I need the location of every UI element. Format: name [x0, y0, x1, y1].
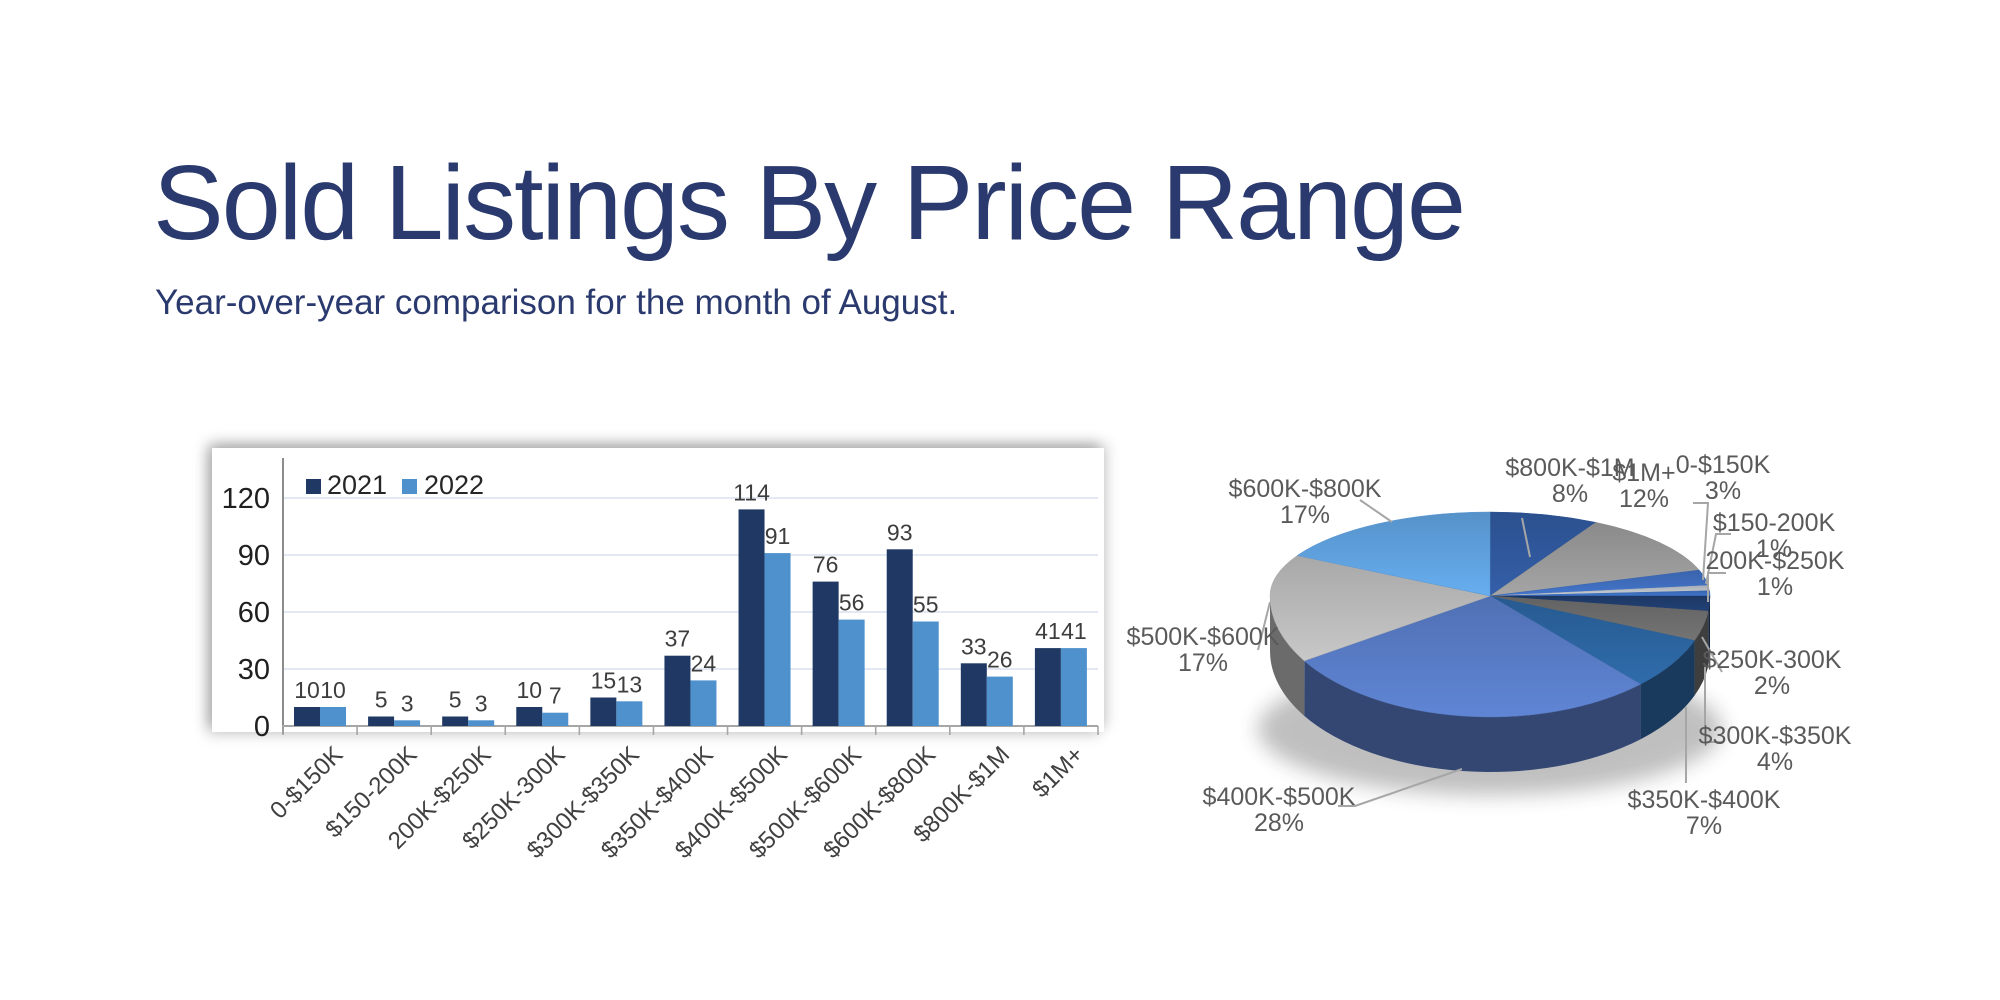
- bar-2021-1: [368, 716, 395, 726]
- pie-wall-$350K-$400K: [1640, 640, 1695, 740]
- bar-value-label: 91: [765, 523, 791, 549]
- bar-value-label: 33: [961, 633, 987, 659]
- pie-leader-0-$150K: [1693, 502, 1710, 581]
- bar-2022-0: [320, 707, 346, 726]
- pie-leader-$600K-$800K: [1359, 499, 1393, 523]
- pie-label-$300K-$350K: $300K-$350K: [1699, 722, 1852, 750]
- bar-value-label: 3: [475, 690, 488, 716]
- bar-2021-0: [294, 707, 320, 726]
- pie-pct-$150-200K: 1%: [1756, 535, 1792, 563]
- pie-pct-$350K-$400K: 7%: [1686, 812, 1722, 840]
- legend-label-2022: 2022: [424, 470, 484, 500]
- pie-label-$250K-300K: $250K-300K: [1702, 646, 1841, 674]
- bar-2021-7: [812, 581, 839, 726]
- bar-2022-4: [616, 701, 643, 726]
- bar-value-label: 10: [294, 677, 320, 703]
- pie-wall-$400K-$500K: [1304, 660, 1641, 772]
- pie-pct-$500K-$600K: 17%: [1178, 649, 1228, 677]
- bar-chart-panel: [212, 448, 1104, 732]
- pie-leader-$250K-300K: [1701, 636, 1723, 673]
- bar-value-label: 5: [375, 687, 388, 713]
- pie-pct-0-$150K: 3%: [1705, 477, 1741, 505]
- bar-value-label: 26: [987, 647, 1013, 673]
- pie-pct-$1M+: 12%: [1619, 485, 1669, 513]
- pie-slice-$800K-$1M: [1489, 511, 1597, 597]
- bar-2022-7: [838, 619, 865, 726]
- pie-pct-200K-$250K: 1%: [1757, 573, 1793, 601]
- pie-label-$1M+: $1M+: [1612, 459, 1675, 487]
- bar-2022-9: [986, 676, 1013, 726]
- legend-label-2021: 2021: [327, 470, 387, 500]
- bar-value-label: 24: [691, 650, 717, 676]
- y-axis-tick-label: 90: [238, 540, 270, 572]
- bar-value-label: 37: [665, 626, 691, 652]
- bar-value-label: 41: [1061, 618, 1087, 644]
- pie-chart: $800K-$1M8%$1M+12%0-$150K3%$150-200K1%20…: [1127, 451, 1852, 840]
- y-axis-tick-label: 120: [222, 483, 270, 515]
- bar-2021-8: [886, 549, 913, 726]
- pie-wall-$500K-$600K: [1270, 596, 1305, 716]
- pie-label-0-$150K: 0-$150K: [1676, 451, 1771, 479]
- bar-value-label: 93: [887, 519, 913, 545]
- y-axis-tick-label: 60: [238, 597, 270, 629]
- page-subtitle: Year-over-year comparison for the month …: [155, 283, 958, 322]
- pie-label-200K-$250K: 200K-$250K: [1705, 547, 1844, 575]
- bar-value-label: 3: [401, 690, 414, 716]
- pie-leader-200K-$250K: [1707, 572, 1726, 602]
- bar-value-label: 56: [839, 590, 865, 616]
- bar-value-label: 13: [617, 671, 643, 697]
- pie-slice-$400K-$500K: [1303, 595, 1642, 718]
- bar-value-label: 15: [591, 668, 617, 694]
- pie-leader-$500K-$600K: [1257, 601, 1271, 651]
- bar-2021-5: [664, 655, 691, 726]
- bar-value-label: 7: [549, 683, 562, 709]
- y-axis-tick-label: 30: [238, 654, 270, 686]
- pie-leader-$800K-$1M: [1521, 517, 1531, 558]
- pie-pct-$300K-$350K: 4%: [1757, 748, 1793, 776]
- bar-value-label: 5: [449, 687, 462, 713]
- legend-swatch-2022: [402, 479, 417, 494]
- bar-2022-6: [764, 553, 791, 726]
- bar-value-label: 10: [320, 677, 346, 703]
- bar-2022-1: [394, 720, 421, 726]
- bar-2022-2: [468, 720, 495, 726]
- bar-2021-9: [960, 663, 987, 726]
- pie-label-$800K-$1M: $800K-$1M: [1505, 454, 1634, 482]
- pie-slice-$1M+: [1489, 522, 1700, 597]
- pie-leader-$150-200K: [1705, 533, 1731, 585]
- bar-2021-3: [516, 707, 543, 726]
- bar-2022-10: [1060, 648, 1087, 726]
- pie-label-$150-200K: $150-200K: [1713, 509, 1836, 537]
- bar-2021-10: [1034, 648, 1061, 726]
- pie-label-$500K-$600K: $500K-$600K: [1127, 623, 1280, 651]
- pie-pct-$600K-$800K: 17%: [1280, 501, 1330, 529]
- pie-pct-$250K-300K: 2%: [1754, 672, 1790, 700]
- bar-value-label: 55: [913, 592, 939, 618]
- bar-value-label: 10: [516, 677, 542, 703]
- bar-2021-4: [590, 697, 617, 726]
- pie-label-$350K-$400K: $350K-$400K: [1628, 786, 1781, 814]
- bar-value-label: 41: [1035, 618, 1061, 644]
- pie-pct-$400K-$500K: 28%: [1254, 809, 1304, 837]
- pie-label-$600K-$800K: $600K-$800K: [1229, 475, 1382, 503]
- pie-leader-$400K-$500K: [1338, 768, 1463, 807]
- pie-label-$400K-$500K: $400K-$500K: [1203, 783, 1356, 811]
- bar-2022-5: [690, 680, 717, 726]
- y-axis-tick-label: 0: [254, 711, 270, 743]
- page-title: Sold Listings By Price Range: [153, 144, 1466, 262]
- bar-value-label: 114: [733, 479, 770, 505]
- bar-2021-2: [442, 716, 469, 726]
- pie-leader-$300K-$350K: [1704, 667, 1723, 743]
- bar-value-label: 76: [813, 552, 839, 578]
- pie-slice-$600K-$800K: [1296, 511, 1491, 597]
- bar-2022-8: [912, 621, 939, 726]
- legend-swatch-2021: [306, 479, 321, 494]
- pie-pct-$800K-$1M: 8%: [1552, 480, 1588, 508]
- pie-slice-$500K-$600K: [1269, 555, 1491, 662]
- bar-2021-6: [738, 509, 765, 726]
- x-category-label: $1M+: [1027, 741, 1089, 803]
- bar-2022-3: [542, 712, 569, 726]
